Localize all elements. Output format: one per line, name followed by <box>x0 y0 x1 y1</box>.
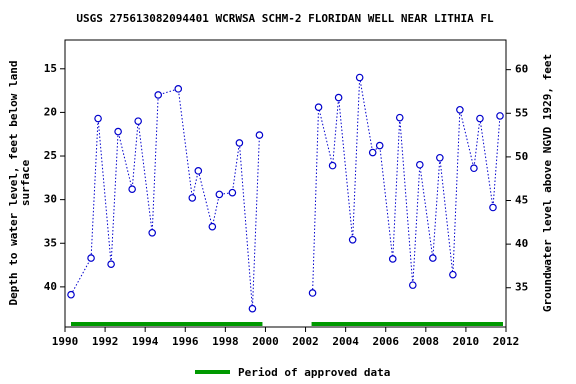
y2-tick-label: 45 <box>515 194 528 207</box>
x-tick-label: 1994 <box>132 335 159 348</box>
data-point <box>348 235 357 244</box>
data-point <box>476 114 484 123</box>
y-tick-label: 40 <box>44 280 57 293</box>
data-point <box>154 91 163 99</box>
y-label-line: Depth to water level, feet below land <box>7 60 20 305</box>
approved-period <box>71 322 263 326</box>
data-point <box>449 270 457 279</box>
x-tick-label: 2006 <box>372 335 399 348</box>
y-tick-label: 35 <box>44 236 57 249</box>
data-point <box>114 127 122 136</box>
data-point <box>334 93 343 102</box>
data-point <box>235 139 244 147</box>
data-point <box>128 185 136 193</box>
data-point <box>470 164 478 173</box>
data-point <box>308 289 317 297</box>
x-tick-label: 2004 <box>332 335 359 348</box>
plot-frame <box>64 39 507 328</box>
x-tick-label: 2000 <box>252 335 279 348</box>
data-point <box>67 290 75 299</box>
y-tick-label: 30 <box>44 193 57 206</box>
data-point <box>188 194 197 202</box>
y2-label: Groundwater level above NGVD 1929, feet <box>541 54 554 312</box>
data-point <box>388 255 397 263</box>
y-tick-label: 25 <box>44 149 57 162</box>
data-point <box>408 281 417 289</box>
data-point <box>194 167 203 175</box>
data-point <box>94 114 102 123</box>
x-tick-label: 1990 <box>52 335 79 348</box>
x-tick-label: 2012 <box>493 335 520 348</box>
data-point <box>436 153 444 162</box>
data-point <box>395 113 404 122</box>
data-point <box>375 141 384 150</box>
approved-period <box>311 322 503 326</box>
data-point <box>355 73 364 82</box>
data-point <box>429 254 437 262</box>
data-point <box>134 117 142 125</box>
data-point <box>328 161 337 170</box>
data-point <box>496 112 504 120</box>
y-label: Depth to water level, feet below land su… <box>7 60 32 305</box>
data-point <box>368 148 377 157</box>
x-tick-label: 2010 <box>453 335 480 348</box>
y-label-line: surface <box>19 159 32 206</box>
legend-label: Period of approved data <box>238 366 390 379</box>
x-tick-label: 2008 <box>413 335 440 348</box>
y2-tick-label: 35 <box>515 281 528 294</box>
data-point <box>215 190 224 199</box>
y2-tick-label: 55 <box>515 106 528 119</box>
data-point <box>107 260 115 268</box>
data-point <box>148 228 156 237</box>
y-tick-label: 15 <box>44 62 57 75</box>
x-tick-label: 1998 <box>212 335 239 348</box>
data-point <box>314 103 323 111</box>
y2-tick-label: 40 <box>515 237 528 250</box>
data-point <box>456 105 464 114</box>
data-point <box>255 131 264 139</box>
x-tick-label: 1996 <box>172 335 199 348</box>
data-point <box>248 304 257 313</box>
x-tick-label: 2002 <box>292 335 319 348</box>
y2-tick-label: 50 <box>515 150 528 163</box>
y2-label-text: Groundwater level above NGVD 1929, feet <box>541 54 554 312</box>
data-point <box>228 188 237 197</box>
data-point <box>174 85 183 93</box>
data-line <box>70 77 501 309</box>
data-point <box>208 222 217 231</box>
chart-title: USGS 275613082094401 WCRWSA SCHM-2 FLORI… <box>76 12 494 25</box>
y2-tick-label: 60 <box>515 63 528 76</box>
y-tick-label: 20 <box>44 105 57 118</box>
data-point <box>416 160 424 169</box>
data-point <box>489 203 497 212</box>
x-tick-label: 1992 <box>92 335 119 348</box>
data-point <box>87 254 95 262</box>
